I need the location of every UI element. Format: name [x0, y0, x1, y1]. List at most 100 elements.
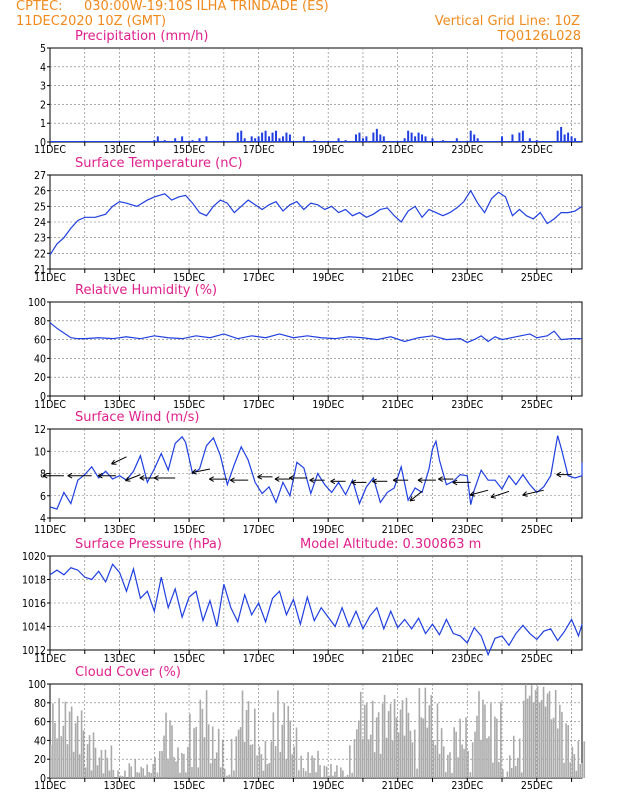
cloud-bar [351, 772, 353, 778]
wind-arrow-head [556, 474, 562, 478]
cloud-bar [277, 690, 279, 778]
wind-arrow-shaft [409, 490, 423, 502]
wind-arrow-head [125, 480, 131, 482]
cloud-bar [92, 732, 95, 778]
x-tick-label: 15DEC [173, 399, 205, 411]
cloud-bar [100, 749, 103, 778]
y-tick-label: 40 [34, 735, 46, 747]
cloud-bar [256, 755, 258, 778]
wind-arrow-head [469, 491, 475, 496]
wind-arrow-head [257, 476, 263, 480]
cloud-bar [203, 737, 206, 778]
cloud-bar [281, 724, 284, 778]
header-run: 11DEC2020 10Z (GMT) [16, 14, 166, 29]
cloud-bar [219, 767, 222, 778]
cloud-bar [146, 764, 148, 778]
cloud-bar [148, 771, 150, 778]
cloud-bar [469, 772, 472, 778]
y-tick-label: 0 [40, 773, 46, 785]
x-tick-label: 19DEC [312, 780, 344, 792]
model-altitude-label: Model Altitude: 0.300863 m [300, 537, 481, 552]
precip-bar [156, 136, 159, 142]
wind-arrow-head [42, 472, 48, 477]
cloud-bar [520, 772, 523, 778]
precip-bar [361, 138, 364, 142]
x-tick-label: 23DEC [451, 524, 483, 536]
cloud-bar [346, 774, 349, 778]
cloud-bar [340, 767, 342, 778]
cloud-bar [112, 769, 115, 778]
cloud-bar [330, 763, 332, 778]
wind-arrow-head [392, 477, 398, 481]
precip-bar [476, 138, 479, 142]
y-tick-label: 1020 [22, 551, 46, 563]
cloud-bar [144, 775, 146, 778]
precip-bar [278, 138, 281, 142]
cloud-bar [432, 740, 435, 778]
precip-bar [563, 134, 566, 142]
wind-arrow-head [351, 481, 357, 486]
wind-arrow-head [257, 474, 263, 478]
cloud-bar [289, 720, 292, 778]
cloud-bar [313, 757, 315, 778]
wind-arrow-head [125, 476, 129, 481]
cloud-bar [152, 764, 154, 778]
cloud-bar [189, 714, 191, 778]
cloud-bar [78, 754, 81, 778]
cloud-bar [56, 738, 58, 778]
cloud-bar [389, 703, 392, 778]
cloud-bar [447, 754, 449, 778]
precip-bar [511, 134, 514, 142]
cloud-bar [54, 722, 56, 778]
wind-arrow-head [438, 478, 443, 482]
cloud-bar [367, 739, 370, 778]
cloud-bar [298, 770, 300, 778]
cloud-bar [266, 764, 269, 778]
cloud-bar [471, 742, 474, 778]
cloud-bar [355, 729, 358, 778]
precip-bar [198, 138, 201, 142]
x-tick-label: 17DEC [243, 399, 275, 411]
cloud-bar [373, 752, 376, 778]
cloud-bar [467, 750, 469, 778]
y-tick-label: 60 [34, 335, 46, 347]
cloud-bar [422, 718, 425, 778]
cloud-bar [226, 775, 228, 778]
wind-arrow-head [111, 459, 115, 465]
cloud-bar [217, 728, 220, 778]
y-tick-label: 100 [28, 297, 46, 309]
precip-bar [358, 132, 361, 142]
precip-bar [410, 132, 413, 142]
wind-arrow-head [153, 475, 159, 479]
cloud-bar [502, 769, 504, 778]
x-tick-label: 17DEC [243, 653, 275, 665]
cloud-bar [317, 750, 319, 778]
cloud-bar [579, 763, 582, 778]
cloud-bar [319, 765, 321, 778]
wind-arrow-head [452, 479, 458, 483]
x-tick-label: 25DEC [521, 144, 553, 156]
cloud-bar [228, 774, 231, 778]
cloud-bar [363, 704, 366, 778]
cloud-bar [82, 730, 85, 778]
precip-bar [469, 130, 472, 142]
header-source: CPTEC: [16, 0, 63, 14]
precip-bar [372, 132, 375, 142]
cloud-bar [68, 711, 71, 778]
cloud-bar [567, 725, 569, 778]
cloud-bar [119, 775, 122, 778]
x-tick-label: 11DEC [34, 144, 66, 156]
cloud-bar [375, 717, 378, 778]
y-tick-label: 26 [34, 186, 46, 198]
precip-bar [285, 132, 288, 142]
cloud-bar [52, 703, 54, 778]
y-tick-label: 5 [40, 43, 46, 55]
wind-arrow-head [191, 469, 197, 474]
cloud-bar [285, 759, 288, 778]
cloud-bar [66, 744, 69, 778]
cloud-bar [199, 699, 202, 778]
cloud-bar [532, 702, 535, 778]
wind-arrow-head [153, 477, 159, 481]
panel-title: Surface Wind (m/s) [75, 410, 199, 425]
